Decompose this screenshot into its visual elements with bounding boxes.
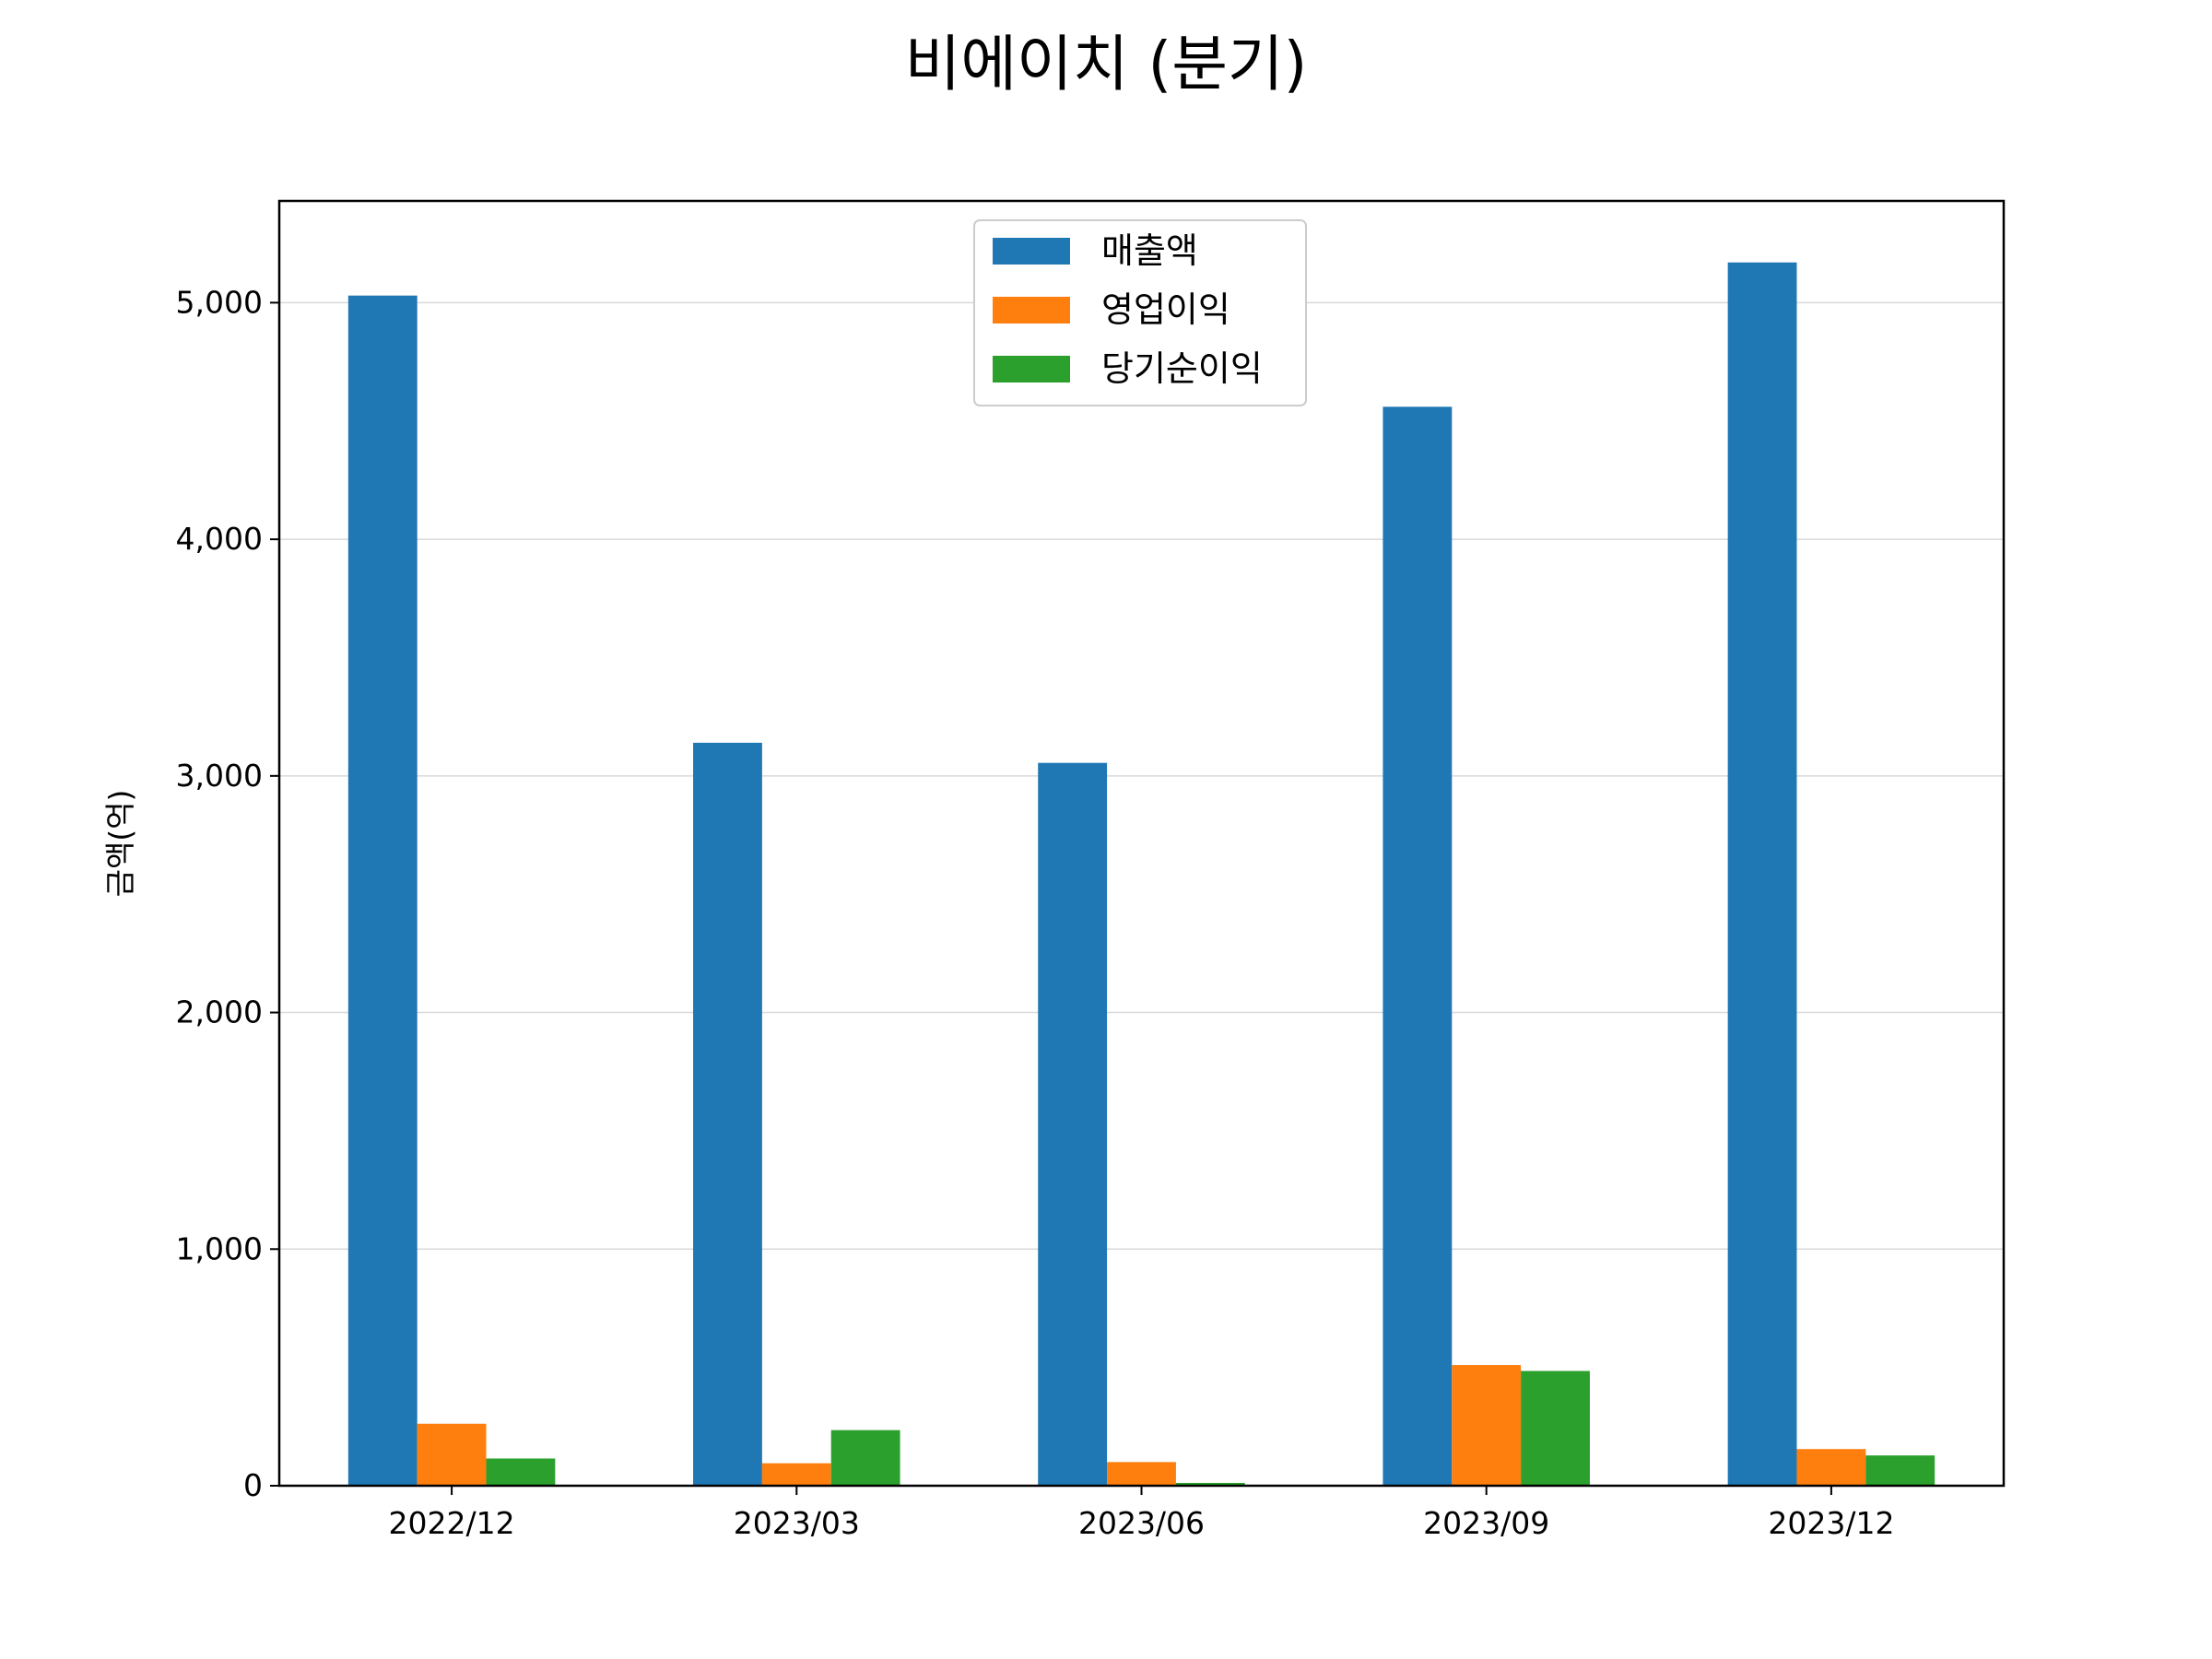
bar <box>1796 1449 1866 1486</box>
bar <box>1865 1455 1936 1486</box>
y-tick-label: 0 <box>243 1467 263 1503</box>
bar <box>1452 1365 1522 1486</box>
bars <box>347 262 1936 1487</box>
x-tick-label: 2023/09 <box>1423 1505 1549 1541</box>
y-tick-label: 5,000 <box>176 284 263 320</box>
y-axis-label: 금액(억) <box>102 790 138 898</box>
legend-label: 당기순이익 <box>1101 348 1263 389</box>
y-tick-label: 1,000 <box>176 1230 263 1266</box>
bar <box>1521 1371 1590 1486</box>
bar <box>761 1463 831 1486</box>
bar <box>1727 262 1797 1487</box>
bar <box>347 295 418 1487</box>
legend-label: 영업이익 <box>1101 289 1230 330</box>
bar <box>693 742 762 1486</box>
legend-label: 매출액 <box>1101 230 1198 271</box>
bar <box>1382 406 1453 1487</box>
x-tick-label: 2022/12 <box>389 1505 515 1541</box>
legend-swatch <box>993 238 1070 265</box>
legend-swatch <box>993 297 1070 324</box>
bar <box>417 1423 487 1486</box>
bar <box>1107 1462 1176 1486</box>
y-tick-label: 2,000 <box>176 994 263 1030</box>
bar <box>1038 762 1108 1486</box>
bar <box>830 1430 900 1486</box>
x-tick-label: 2023/06 <box>1078 1505 1205 1541</box>
y-tick-label: 4,000 <box>176 521 263 557</box>
bar <box>1175 1482 1245 1486</box>
y-axis: 0 1,000 2,000 3,000 4,000 5,000 <box>176 284 279 1503</box>
bar <box>486 1458 556 1486</box>
x-tick-label: 2023/12 <box>1768 1505 1894 1541</box>
x-axis: 2022/12 2023/03 2023/06 2023/09 2023/12 <box>389 1486 1894 1541</box>
legend-swatch <box>993 356 1070 382</box>
chart-title: 비에이치 (분기) <box>905 29 1308 100</box>
y-tick-label: 3,000 <box>176 758 263 794</box>
x-tick-label: 2023/03 <box>734 1505 860 1541</box>
